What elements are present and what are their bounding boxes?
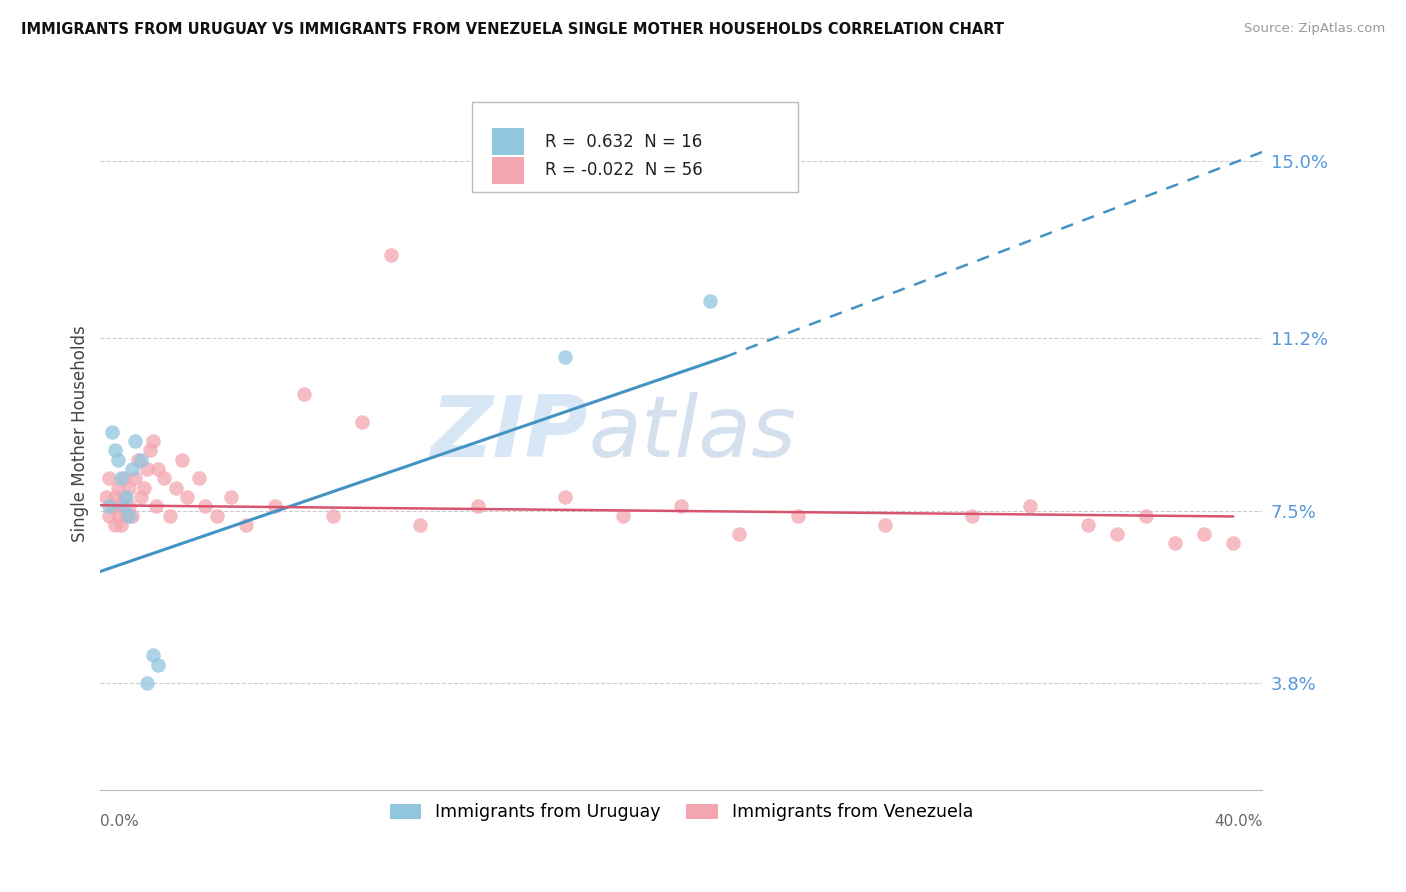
Point xyxy=(153,471,176,485)
Point xyxy=(1018,499,1040,513)
Point xyxy=(129,490,152,504)
Point xyxy=(148,657,170,672)
Point xyxy=(350,415,373,429)
Point xyxy=(129,452,152,467)
Point xyxy=(124,471,146,485)
Text: 40.0%: 40.0% xyxy=(1213,814,1263,829)
Point xyxy=(110,471,132,485)
Point xyxy=(121,508,143,523)
Point xyxy=(118,499,141,513)
Point xyxy=(235,517,257,532)
Point xyxy=(98,471,121,485)
Point xyxy=(110,517,132,532)
Point xyxy=(728,527,751,541)
Point xyxy=(159,508,181,523)
Point xyxy=(142,648,165,663)
Point xyxy=(263,499,285,513)
Point xyxy=(107,508,129,523)
Point xyxy=(1105,527,1128,541)
Legend: Immigrants from Uruguay, Immigrants from Venezuela: Immigrants from Uruguay, Immigrants from… xyxy=(382,797,980,828)
Point xyxy=(699,294,721,309)
Point xyxy=(107,481,129,495)
Point xyxy=(380,247,402,261)
Point xyxy=(110,499,132,513)
Point xyxy=(98,499,121,513)
Text: IMMIGRANTS FROM URUGUAY VS IMMIGRANTS FROM VENEZUELA SINGLE MOTHER HOUSEHOLDS CO: IMMIGRANTS FROM URUGUAY VS IMMIGRANTS FR… xyxy=(21,22,1004,37)
Point xyxy=(1077,517,1099,532)
Point xyxy=(138,443,160,458)
Point xyxy=(115,490,138,504)
FancyBboxPatch shape xyxy=(472,103,797,192)
Point xyxy=(188,471,211,485)
Y-axis label: Single Mother Households: Single Mother Households xyxy=(72,326,89,542)
Bar xyxy=(492,157,524,184)
Point xyxy=(96,490,118,504)
Point xyxy=(612,508,634,523)
Point xyxy=(205,508,228,523)
Point xyxy=(194,499,217,513)
Point xyxy=(112,490,135,504)
Point xyxy=(101,425,124,439)
Point xyxy=(104,443,127,458)
Point xyxy=(322,508,344,523)
Point xyxy=(127,452,149,467)
Point xyxy=(135,462,157,476)
Point xyxy=(960,508,983,523)
Point xyxy=(112,499,135,513)
Point xyxy=(124,434,146,448)
Text: R =  0.632  N = 16: R = 0.632 N = 16 xyxy=(546,133,703,151)
Point xyxy=(115,508,138,523)
Point xyxy=(148,462,170,476)
Point xyxy=(104,490,127,504)
Point xyxy=(145,499,167,513)
Point xyxy=(104,517,127,532)
Point xyxy=(132,481,155,495)
Point xyxy=(1192,527,1215,541)
Text: ZIP: ZIP xyxy=(430,392,588,475)
Point xyxy=(107,452,129,467)
Point xyxy=(554,490,576,504)
Point xyxy=(409,517,432,532)
Point xyxy=(176,490,198,504)
Point xyxy=(467,499,489,513)
Point xyxy=(118,508,141,523)
Text: atlas: atlas xyxy=(588,392,796,475)
Point xyxy=(1164,536,1187,550)
Point xyxy=(135,676,157,690)
Point xyxy=(671,499,693,513)
Point xyxy=(112,471,135,485)
Point xyxy=(101,499,124,513)
Point xyxy=(1222,536,1244,550)
Point xyxy=(292,387,315,401)
Text: R = -0.022  N = 56: R = -0.022 N = 56 xyxy=(546,161,703,179)
Point xyxy=(142,434,165,448)
Point xyxy=(219,490,242,504)
Text: 0.0%: 0.0% xyxy=(100,814,139,829)
Text: Source: ZipAtlas.com: Source: ZipAtlas.com xyxy=(1244,22,1385,36)
Point xyxy=(786,508,808,523)
Point xyxy=(121,462,143,476)
Bar xyxy=(492,128,524,155)
Point xyxy=(118,481,141,495)
Point xyxy=(170,452,193,467)
Point xyxy=(554,350,576,364)
Point xyxy=(1135,508,1157,523)
Point xyxy=(873,517,896,532)
Point xyxy=(98,508,121,523)
Point xyxy=(165,481,187,495)
